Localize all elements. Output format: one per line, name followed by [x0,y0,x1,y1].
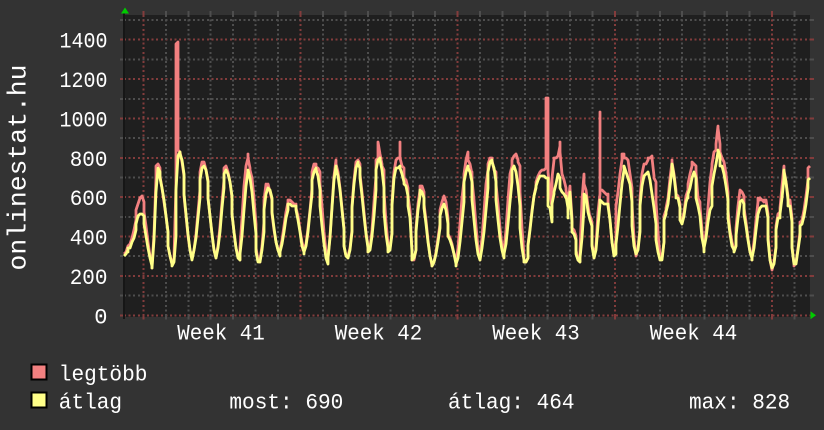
svg-text:0: 0 [94,305,107,330]
svg-text:Week 41: Week 41 [177,322,264,347]
svg-text:átlag: átlag [59,391,122,416]
svg-text:Week 43: Week 43 [492,322,580,347]
svg-text:200: 200 [70,266,108,291]
svg-text:1200: 1200 [60,69,108,94]
svg-text:onlinestat.hu: onlinestat.hu [4,65,34,271]
svg-text:800: 800 [70,148,108,173]
svg-text:Week 42: Week 42 [335,322,423,347]
svg-text:600: 600 [70,187,108,212]
svg-text:legtöbb: legtöbb [59,363,148,388]
svg-text:Week 44: Week 44 [650,322,738,347]
svg-text:1000: 1000 [60,109,108,134]
svg-text:max: 828: max: 828 [689,391,790,416]
svg-text:most: 690: most: 690 [229,391,343,416]
svg-text:átlag: 464: átlag: 464 [448,391,575,416]
svg-text:400: 400 [70,227,108,252]
svg-text:1400: 1400 [60,30,108,55]
